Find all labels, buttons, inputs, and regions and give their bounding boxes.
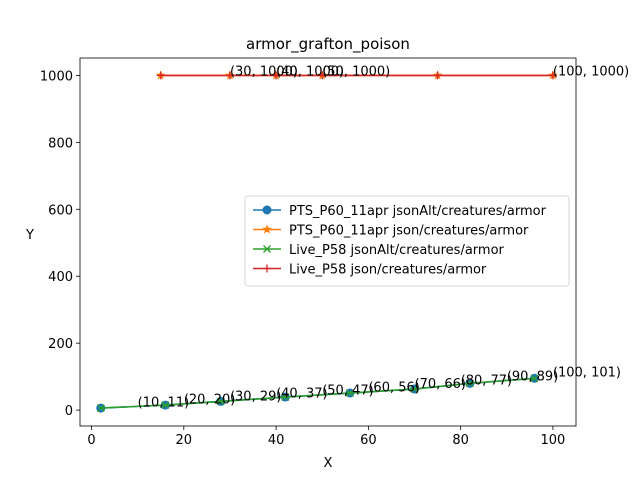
y-tick-label: 200 bbox=[48, 337, 73, 352]
legend-label: Live_P58 json/creatures/armor bbox=[289, 263, 487, 278]
data-point bbox=[548, 71, 557, 80]
data-point bbox=[216, 397, 225, 406]
series-4 bbox=[156, 71, 557, 80]
x-marker-stroke bbox=[161, 401, 170, 410]
data-label: (80, 77) bbox=[461, 373, 512, 388]
data-label: (40, 37) bbox=[276, 387, 328, 402]
legend-label: PTS_P60_11apr json/creatures/armor bbox=[289, 224, 529, 239]
data-point bbox=[281, 393, 290, 402]
legend-label: Live_P58 jsonAlt/creatures/armor bbox=[289, 243, 505, 258]
y-axis-label: Y bbox=[25, 228, 34, 243]
x-marker-stroke bbox=[345, 389, 354, 397]
legend: PTS_P60_11apr jsonAlt/creatures/armor PTS… bbox=[244, 195, 570, 287]
data-label: (20, 20) bbox=[184, 392, 236, 407]
data-label: (100, 1000) bbox=[553, 64, 629, 79]
star-marker bbox=[262, 224, 272, 234]
x-tick-label: 0 bbox=[87, 433, 95, 448]
data-label: (70, 66) bbox=[415, 377, 467, 392]
data-label: (60, 56) bbox=[368, 380, 420, 395]
y-tick-label: 600 bbox=[48, 203, 73, 218]
y-tick-label: 800 bbox=[48, 136, 73, 151]
x-marker-stroke bbox=[96, 404, 105, 413]
legend-marker bbox=[262, 224, 272, 234]
data-point bbox=[225, 71, 234, 80]
legend-box bbox=[244, 195, 570, 287]
x-tick-label: 80 bbox=[452, 433, 469, 448]
x-tick-label: 100 bbox=[541, 433, 566, 448]
x-marker-stroke bbox=[465, 379, 474, 388]
data-label: (90, 89) bbox=[507, 369, 559, 384]
data-point bbox=[433, 71, 442, 80]
data-point bbox=[318, 71, 327, 80]
circle-marker bbox=[262, 205, 272, 215]
data-label: (100, 101) bbox=[553, 365, 621, 380]
legend-entry: PTS_P60_11apr json/creatures/armor bbox=[253, 224, 529, 239]
data-point bbox=[156, 71, 165, 80]
y-tick-label: 400 bbox=[48, 270, 73, 285]
data-label: (30, 29) bbox=[230, 389, 282, 404]
chart-title: armor_grafton_poison bbox=[246, 35, 410, 54]
y-tick-label: 0 bbox=[65, 404, 73, 419]
data-label: (50, 1000) bbox=[322, 64, 390, 79]
data-label: (30, 1000) bbox=[230, 64, 298, 79]
x-marker-stroke bbox=[216, 397, 225, 406]
x-axis-label: X bbox=[324, 456, 333, 471]
legend-marker bbox=[263, 264, 271, 273]
x-marker-stroke bbox=[263, 245, 271, 253]
y-tick-label: 1000 bbox=[40, 69, 73, 84]
legend-entry: Live_P58 json/creatures/armor bbox=[253, 263, 487, 278]
series-line bbox=[100, 377, 535, 409]
x-tick-label: 40 bbox=[268, 433, 285, 448]
x-tick-label: 20 bbox=[176, 433, 193, 448]
x-marker-stroke bbox=[530, 374, 539, 383]
legend-label: PTS_P60_11apr jsonAlt/creatures/armor bbox=[289, 204, 547, 219]
data-point bbox=[465, 379, 474, 388]
series-3 bbox=[96, 374, 539, 413]
data-point bbox=[96, 404, 105, 413]
x-tick-label: 60 bbox=[360, 433, 377, 448]
axes-frame bbox=[79, 57, 577, 427]
data-point bbox=[272, 71, 281, 80]
data-label: (10, 11) bbox=[138, 395, 190, 410]
data-label: (50, 47) bbox=[322, 383, 374, 398]
legend-marker bbox=[262, 205, 272, 215]
legend-marker bbox=[263, 245, 271, 253]
data-point bbox=[345, 389, 354, 397]
data-label: (40, 1000) bbox=[276, 64, 344, 79]
data-point bbox=[410, 385, 419, 393]
x-marker-stroke bbox=[410, 385, 419, 393]
data-point bbox=[530, 374, 539, 383]
data-point bbox=[161, 401, 170, 410]
x-marker-stroke bbox=[281, 393, 290, 402]
legend-entry: Live_P58 jsonAlt/creatures/armor bbox=[253, 243, 505, 258]
legend-entry: PTS_P60_11apr jsonAlt/creatures/armor bbox=[253, 204, 547, 219]
